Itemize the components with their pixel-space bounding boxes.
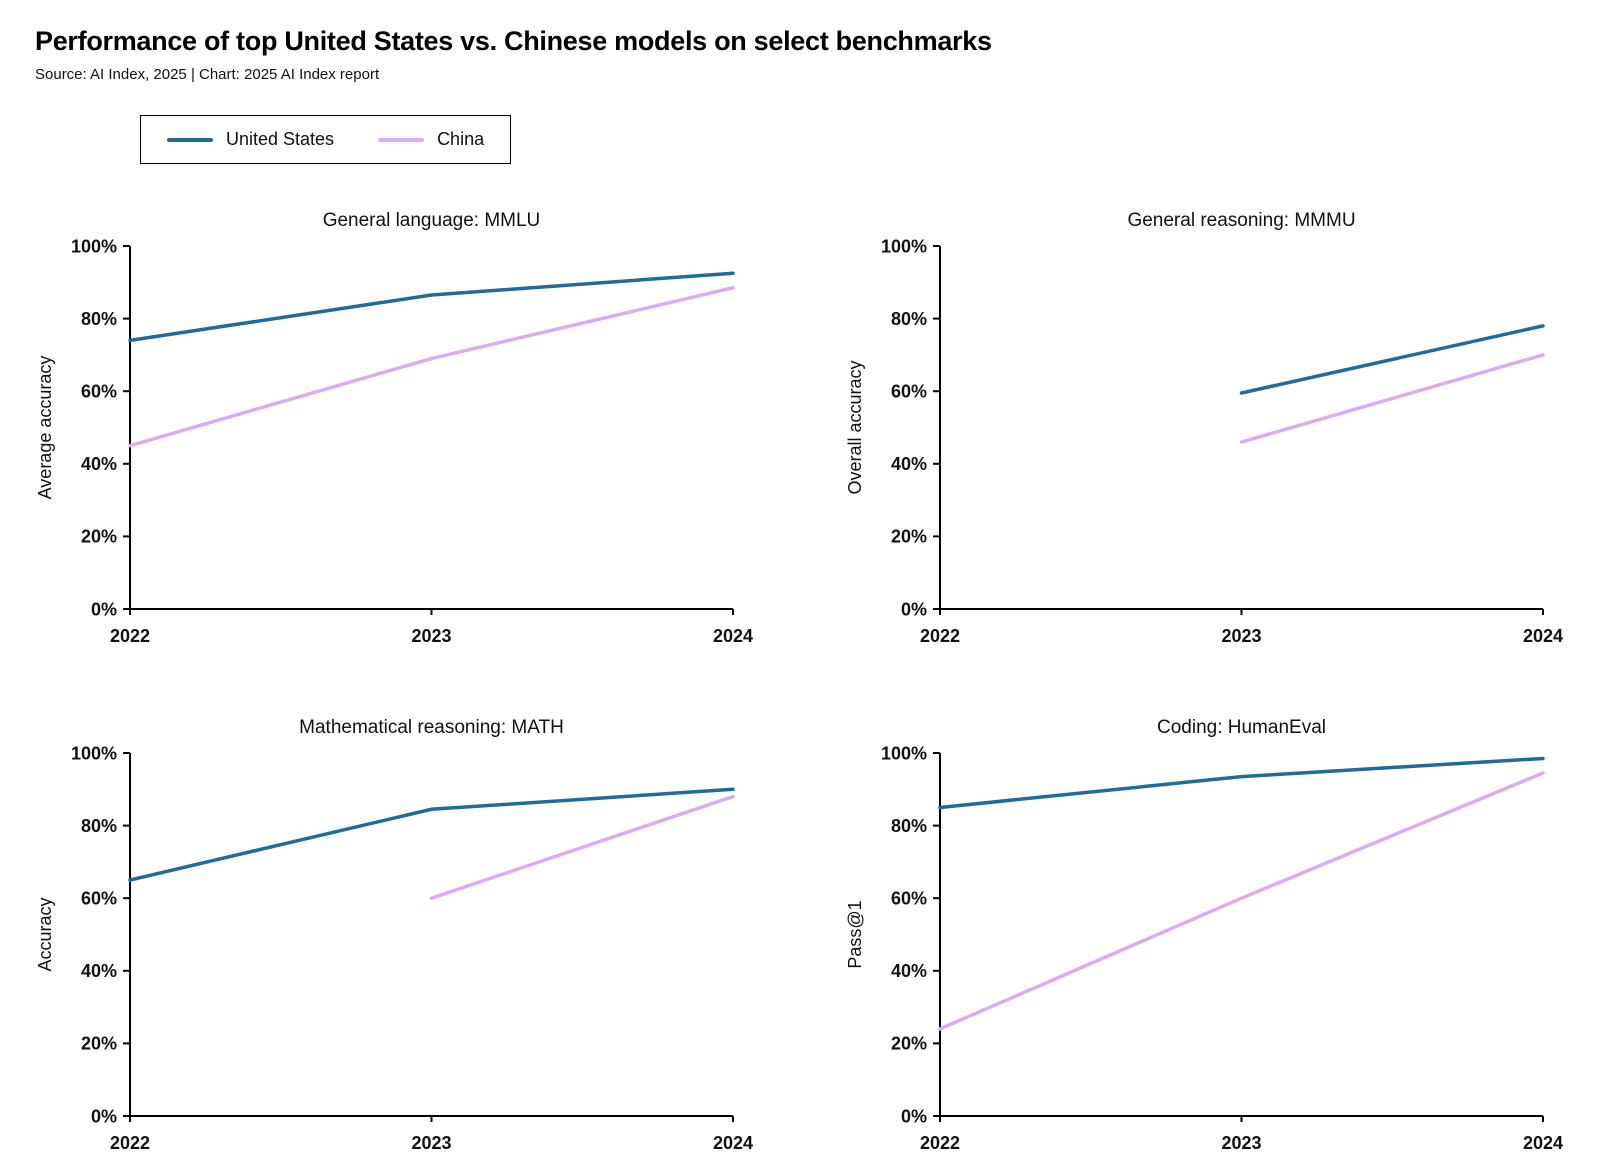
page-title: Performance of top United States vs. Chi… (35, 26, 992, 56)
y-tick-label: 60% (81, 889, 117, 909)
x-tick-label: 2024 (713, 1133, 753, 1153)
y-tick-label: 80% (891, 309, 927, 329)
chart-title: General language: MMLU (323, 210, 541, 231)
chart-panel-humaneval: Coding: HumanEval Pass@1 0% 20% 40% 60% 80% 100… (845, 713, 1565, 1168)
legend-swatch-united-states (167, 137, 213, 142)
page-subtitle: Source: AI Index, 2025 | Chart: 2025 AI … (35, 66, 380, 83)
x-tick-label: 2023 (411, 1133, 451, 1153)
y-tick-label: 100% (881, 743, 927, 763)
chart-title: Coding: HumanEval (1157, 717, 1326, 738)
y-axis-label: Pass@1 (845, 900, 865, 968)
series-line-china (128, 285, 735, 448)
chart-svg-general-language-mmlu: General language: MMLU Average accuracy 0%… (35, 210, 753, 646)
series-line-united-states (938, 756, 1545, 810)
y-tick-label: 0% (91, 599, 117, 619)
chart-panel-math: Mathematical reasoning: MATH Accuracy 0% 20… (35, 713, 755, 1168)
y-tick-label: 20% (81, 1034, 117, 1054)
series-line-china (429, 794, 735, 900)
y-tick-label: 40% (891, 961, 927, 981)
x-tick-label: 2022 (110, 1133, 150, 1153)
legend-item-china: China (378, 129, 484, 150)
x-tick-label: 2024 (713, 626, 753, 646)
series-line-china (938, 771, 1545, 1031)
y-axis-label: Accuracy (35, 897, 55, 971)
legend-swatch-china (378, 137, 425, 142)
x-tick-label: 2024 (1523, 626, 1563, 646)
y-tick-label: 60% (891, 889, 927, 909)
chart-title: General reasoning: MMMU (1127, 210, 1355, 231)
legend-item-united-states: United States (167, 129, 334, 150)
y-axis-label: Overall accuracy (845, 360, 865, 494)
series-line-china (1239, 353, 1545, 444)
y-tick-label: 0% (901, 1106, 927, 1126)
page-header: Performance of top United States vs. Chi… (35, 26, 1565, 83)
y-tick-label: 0% (91, 1106, 117, 1126)
chart-svg-general-reasoning-mmmu: General reasoning: MMMU Overall accuracy 0… (845, 210, 1563, 646)
x-tick-label: 2022 (110, 626, 150, 646)
chart-title: Mathematical reasoning: MATH (299, 717, 564, 738)
legend: United States China (140, 115, 512, 164)
y-tick-label: 20% (81, 527, 117, 547)
y-tick-label: 100% (881, 236, 927, 256)
chart-svg-coding-humaneval: Coding: HumanEval Pass@1 0% 20% 40% 60% 80% 100… (845, 717, 1563, 1153)
series-line-united-states (128, 271, 735, 343)
series-line-united-states (1239, 324, 1545, 395)
y-tick-label: 40% (891, 454, 927, 474)
y-tick-label: 80% (81, 309, 117, 329)
y-tick-label: 100% (71, 236, 117, 256)
x-tick-label: 2023 (1221, 626, 1261, 646)
y-tick-label: 80% (81, 816, 117, 836)
legend-item-label: China (437, 129, 485, 149)
x-tick-label: 2022 (920, 1133, 960, 1153)
y-axis-label: Average accuracy (35, 356, 55, 500)
y-tick-label: 20% (891, 527, 927, 547)
charts-grid: General language: MMLU Average accuracy 0%… (35, 206, 1565, 1168)
y-tick-label: 20% (891, 1034, 927, 1054)
chart-panel-mmmu: General reasoning: MMMU Overall accuracy 0… (845, 206, 1565, 661)
y-tick-label: 80% (891, 816, 927, 836)
x-tick-label: 2024 (1523, 1133, 1563, 1153)
x-tick-label: 2023 (411, 626, 451, 646)
legend-item-label: United States (226, 129, 335, 149)
y-tick-label: 60% (81, 382, 117, 402)
chart-panel-mmlu: General language: MMLU Average accuracy 0%… (35, 206, 755, 661)
y-tick-label: 0% (901, 599, 927, 619)
y-tick-label: 60% (891, 382, 927, 402)
y-tick-label: 40% (81, 454, 117, 474)
y-tick-label: 100% (71, 743, 117, 763)
chart-svg-mathematical-reasoning-math: Mathematical reasoning: MATH Accuracy 0% 20… (35, 717, 753, 1153)
series-line-united-states (128, 787, 735, 882)
y-tick-label: 40% (81, 961, 117, 981)
x-tick-label: 2023 (1221, 1133, 1261, 1153)
x-tick-label: 2022 (920, 626, 960, 646)
